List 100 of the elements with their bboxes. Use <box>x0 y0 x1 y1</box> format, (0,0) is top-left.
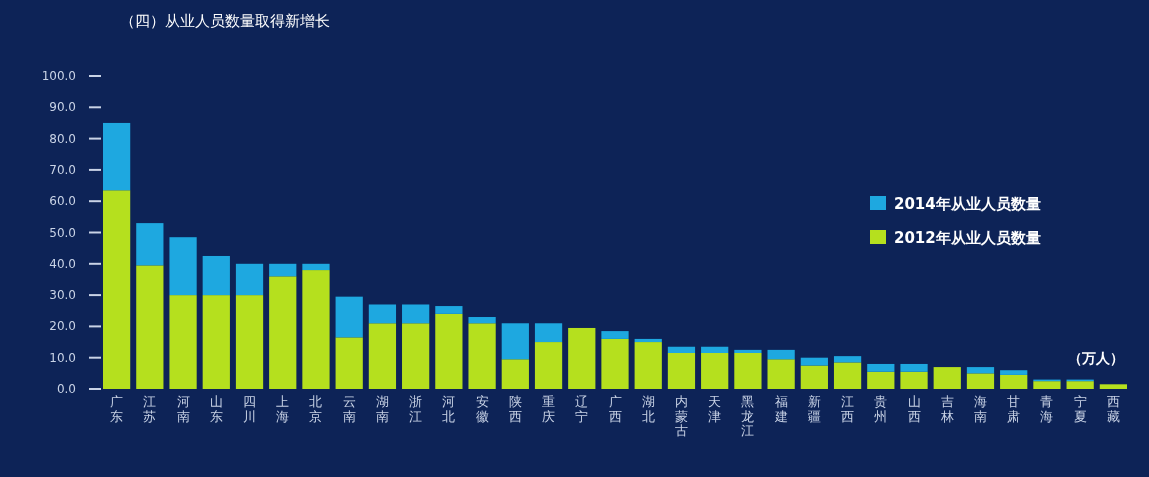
bar <box>368 323 397 389</box>
x-tick-label: 吉林 <box>939 394 954 424</box>
x-tick-label: 内蒙古 <box>674 394 688 438</box>
bar <box>202 255 230 296</box>
bar <box>501 323 529 360</box>
bar <box>402 304 430 324</box>
x-tick-label: 甘肃 <box>1007 394 1021 424</box>
y-tick-label: 80.0 <box>49 131 76 146</box>
bar <box>1099 384 1128 389</box>
bar <box>867 371 895 389</box>
bar <box>368 304 397 324</box>
bar <box>767 349 795 360</box>
bar <box>534 323 563 343</box>
bar <box>667 353 696 389</box>
y-tick-label: 10.0 <box>49 350 76 365</box>
bar <box>933 367 961 389</box>
y-tick-label: 30.0 <box>49 288 76 303</box>
x-tick-label: 河南 <box>176 394 190 424</box>
x-tick-label: 辽宁 <box>575 394 589 424</box>
bar <box>568 327 596 389</box>
bar <box>701 353 729 389</box>
bar <box>601 331 629 339</box>
chart-title: （四）从业人员数量取得新增长 <box>120 12 330 30</box>
x-tick-label: 江西 <box>841 394 855 424</box>
x-tick-label: 湖北 <box>641 394 655 424</box>
bar <box>302 263 330 271</box>
bar <box>900 363 928 372</box>
bar <box>136 223 164 266</box>
bar <box>1066 381 1094 389</box>
x-tick-label: 黑龙江 <box>741 394 755 438</box>
y-tick-label: 40.0 <box>49 256 76 271</box>
bar <box>102 190 131 389</box>
bar <box>202 295 230 389</box>
bar <box>269 276 297 389</box>
x-tick-label: 上海 <box>276 394 290 424</box>
bar <box>966 373 995 389</box>
bar <box>900 371 928 389</box>
bar <box>435 313 463 389</box>
bar <box>335 337 363 389</box>
x-tick-label: 新疆 <box>807 394 821 424</box>
x-tick-label: 四川 <box>243 394 257 424</box>
bar <box>269 263 297 277</box>
bar <box>136 265 164 389</box>
x-tick-label: 北京 <box>309 394 323 424</box>
x-tick-label: 山东 <box>209 394 223 424</box>
x-tick-label: 陕西 <box>508 394 522 424</box>
y-tick-label: 70.0 <box>49 162 76 177</box>
x-tick-label: 江苏 <box>143 394 157 424</box>
legend-label: 2014年从业人员数量 <box>894 195 1041 213</box>
bar <box>534 342 563 389</box>
bar <box>634 338 662 343</box>
bar <box>833 356 862 363</box>
bar <box>634 342 662 389</box>
x-tick-label: 广东 <box>110 394 124 424</box>
x-tick-label: 西藏 <box>1106 394 1120 424</box>
bar <box>501 359 529 389</box>
bar <box>734 349 762 354</box>
bar <box>169 237 197 296</box>
bar <box>1033 381 1061 389</box>
y-tick-label: 0.0 <box>56 382 76 396</box>
x-tick-label: 云南 <box>342 394 356 424</box>
x-tick-label: 青海 <box>1040 394 1054 424</box>
bar <box>169 295 197 389</box>
x-tick-label: 广西 <box>608 394 622 424</box>
bar <box>435 306 463 314</box>
x-tick-label: 浙江 <box>409 394 423 424</box>
bar <box>966 367 995 374</box>
bar <box>102 122 131 191</box>
bar <box>667 346 696 354</box>
bar <box>734 353 762 389</box>
x-tick-label: 贵州 <box>874 394 888 424</box>
bar <box>302 270 330 389</box>
y-tick-label: 100.0 <box>41 69 76 83</box>
x-tick-label: 宁夏 <box>1073 394 1087 424</box>
bar <box>1000 374 1028 389</box>
x-tick-label: 湖南 <box>375 394 389 424</box>
bar <box>867 363 895 372</box>
bar <box>767 359 795 389</box>
x-tick-label: 天津 <box>708 394 722 424</box>
y-tick-label: 20.0 <box>49 319 76 334</box>
x-tick-label: 福建 <box>773 394 788 424</box>
bar <box>1000 370 1028 375</box>
y-tick-label: 90.0 <box>49 100 76 115</box>
bar <box>601 338 629 389</box>
bar <box>833 362 862 389</box>
bar <box>701 346 729 354</box>
y-tick-label: 50.0 <box>49 225 76 240</box>
x-tick-label: 重庆 <box>542 394 556 424</box>
bar <box>468 323 496 389</box>
bar <box>335 296 363 338</box>
x-tick-label: 安徽 <box>475 394 489 424</box>
bar <box>235 263 264 296</box>
bar <box>800 357 828 366</box>
annotation: （万人） <box>1068 350 1124 366</box>
bar <box>468 317 496 324</box>
x-tick-label: 山西 <box>907 394 921 424</box>
bar <box>800 365 828 389</box>
bar <box>402 323 430 389</box>
legend-label: 2012年从业人员数量 <box>894 229 1041 247</box>
bar <box>235 295 264 389</box>
